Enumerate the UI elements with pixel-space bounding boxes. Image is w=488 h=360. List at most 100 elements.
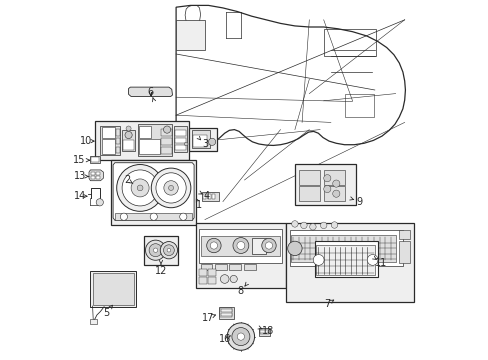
Bar (260, 329, 269, 334)
Circle shape (332, 190, 339, 197)
Text: 1: 1 (196, 200, 202, 210)
Bar (294, 164, 355, 205)
Text: 3: 3 (202, 139, 207, 149)
Circle shape (137, 185, 142, 191)
Bar (251, 238, 265, 254)
Bar (323, 170, 344, 185)
Bar (102, 139, 115, 154)
Circle shape (206, 238, 221, 253)
Circle shape (291, 221, 298, 227)
Bar (244, 264, 255, 270)
Text: 9: 9 (356, 197, 362, 207)
Circle shape (300, 222, 306, 229)
Circle shape (145, 240, 165, 260)
Bar (91, 172, 95, 175)
Bar (316, 245, 374, 275)
Circle shape (232, 238, 248, 253)
Bar (122, 140, 134, 150)
Bar (143, 236, 178, 265)
Bar (299, 186, 320, 201)
Text: 6: 6 (147, 87, 154, 97)
Circle shape (220, 275, 228, 283)
Bar (138, 124, 172, 156)
Bar (260, 330, 269, 333)
Circle shape (120, 213, 127, 220)
Bar (200, 264, 212, 270)
Circle shape (208, 138, 215, 145)
Bar (202, 192, 218, 201)
Bar (229, 264, 241, 270)
Bar (175, 145, 186, 150)
Polygon shape (89, 170, 103, 181)
Circle shape (184, 142, 187, 146)
Circle shape (149, 244, 162, 257)
Bar (207, 194, 210, 199)
Bar (161, 129, 171, 136)
Bar (175, 130, 186, 136)
Circle shape (126, 126, 131, 131)
Circle shape (125, 131, 132, 139)
Bar (90, 319, 97, 324)
Text: 7: 7 (324, 299, 330, 309)
Bar (176, 20, 204, 50)
Bar (215, 264, 226, 270)
Circle shape (117, 165, 163, 211)
Bar (139, 126, 151, 138)
Circle shape (323, 185, 330, 193)
Bar (175, 138, 186, 143)
Circle shape (163, 245, 174, 256)
Circle shape (210, 242, 217, 249)
Circle shape (309, 224, 316, 230)
Circle shape (320, 222, 326, 229)
Circle shape (313, 255, 324, 265)
Bar (314, 241, 377, 277)
Circle shape (153, 248, 158, 252)
Bar (188, 128, 217, 151)
Bar (345, 94, 373, 117)
Circle shape (163, 181, 178, 195)
Bar (115, 213, 192, 220)
Text: 11: 11 (374, 258, 386, 268)
Text: 18: 18 (261, 326, 273, 336)
Circle shape (179, 213, 186, 220)
Bar (199, 277, 207, 284)
Circle shape (287, 241, 302, 256)
Text: 15: 15 (73, 155, 85, 165)
Bar (208, 269, 216, 276)
Circle shape (227, 323, 254, 350)
Bar (289, 230, 402, 266)
Circle shape (150, 213, 157, 220)
Circle shape (122, 170, 158, 206)
Circle shape (323, 175, 330, 182)
Text: 10: 10 (80, 136, 92, 146)
Text: 12: 12 (155, 266, 167, 276)
Bar (193, 135, 206, 147)
Bar (291, 235, 395, 262)
Circle shape (265, 242, 272, 249)
Text: 2: 2 (124, 175, 130, 185)
Bar (192, 130, 210, 148)
Bar (90, 271, 136, 307)
Bar (101, 126, 120, 155)
Bar (196, 223, 285, 288)
Bar (111, 160, 196, 225)
Bar (199, 229, 282, 263)
Bar (95, 121, 188, 160)
Bar (323, 29, 375, 56)
Circle shape (167, 248, 170, 252)
Bar (199, 269, 207, 276)
Bar (139, 139, 160, 154)
Bar (102, 127, 115, 138)
Bar (161, 147, 171, 154)
Bar (212, 194, 215, 199)
Circle shape (237, 333, 244, 340)
Circle shape (131, 179, 149, 197)
Text: 17: 17 (202, 312, 214, 323)
Circle shape (156, 173, 186, 203)
Bar (96, 176, 100, 179)
Circle shape (168, 185, 173, 190)
Bar (220, 308, 232, 317)
Bar (230, 333, 235, 340)
Circle shape (230, 275, 237, 283)
Text: 13: 13 (73, 171, 85, 181)
